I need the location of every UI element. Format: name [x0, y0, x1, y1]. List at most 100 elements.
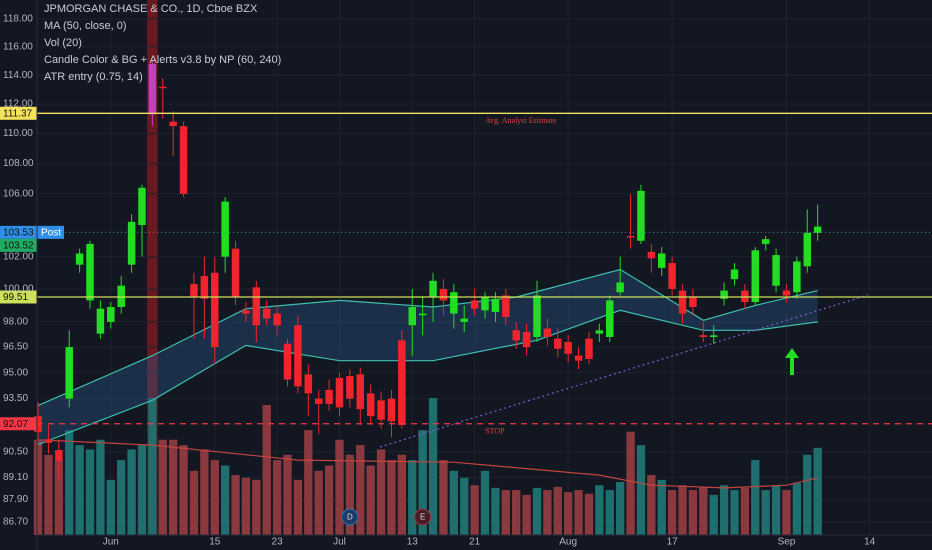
level-note: STOP	[485, 427, 505, 436]
volume-bar	[54, 460, 63, 535]
x-tick-label: 17	[667, 537, 679, 548]
volume-bar	[699, 486, 708, 535]
axis-layer: 118.00 116.00 114.00 112.00 110.00 108.00 106.…	[3, 14, 876, 548]
y-tick-label: 118.00	[3, 14, 33, 25]
y-tick-label: 114.00	[3, 70, 33, 81]
volume-bar	[532, 487, 542, 535]
volume-bar	[553, 486, 562, 535]
volume-bar	[501, 490, 510, 535]
volume-bar	[117, 460, 126, 535]
volume-bar	[522, 494, 531, 535]
candle-body	[585, 338, 593, 359]
candle-body	[335, 377, 344, 408]
volume-bar	[584, 493, 594, 535]
volume-bar	[96, 439, 105, 535]
volume-bar	[252, 479, 261, 535]
candle-body	[138, 187, 146, 225]
candle-body	[65, 347, 73, 399]
candle-body	[356, 374, 365, 410]
volume-bar	[418, 430, 427, 535]
y-tick-label: 86.70	[3, 516, 28, 527]
y-tick-label: 90.50	[3, 446, 28, 457]
volume-bar	[137, 445, 147, 535]
event-label: D	[347, 513, 353, 522]
candle-body	[314, 398, 323, 404]
volume-bar	[200, 449, 209, 535]
candle-body	[470, 300, 479, 309]
candle-body	[231, 248, 240, 298]
indicator-label: ATR entry (0.75, 14)	[44, 71, 143, 83]
volume-layer	[33, 398, 822, 535]
candle-body	[450, 292, 458, 314]
volume-bar	[220, 465, 230, 535]
candle-body	[720, 290, 728, 299]
candle-body	[491, 298, 500, 312]
volume-bar	[387, 460, 396, 535]
band-fill	[38, 269, 818, 445]
candle-body	[637, 190, 645, 241]
volume-bar	[304, 430, 313, 535]
candle-body	[813, 226, 822, 233]
highlight-band	[147, 0, 158, 535]
candle-body	[221, 201, 229, 257]
candle-body	[190, 284, 198, 298]
trend-line	[379, 294, 869, 448]
volume-bar	[169, 439, 178, 535]
candle-body	[325, 389, 333, 404]
volume-bar	[719, 485, 729, 535]
volume-bar	[667, 490, 677, 535]
y-tick-label: 112.00	[3, 99, 33, 110]
candle-body	[512, 330, 520, 341]
indicator-label: MA (50, close, 0)	[44, 20, 127, 32]
candle-body	[616, 282, 624, 293]
volume-bar	[345, 454, 355, 535]
candle-body	[55, 449, 63, 461]
volume-bar	[543, 490, 552, 535]
volume-bar	[751, 460, 760, 535]
volume-bar	[262, 404, 271, 535]
candle-body	[606, 300, 614, 337]
price-tag-label: Post	[41, 228, 61, 239]
x-tick-label: 14	[864, 537, 876, 548]
volume-bar	[574, 490, 583, 535]
candle-body	[398, 340, 406, 425]
volume-bar	[272, 460, 282, 535]
candle-body	[86, 243, 94, 301]
candle-body	[481, 297, 489, 311]
candle-body	[647, 251, 656, 259]
volume-bar	[813, 447, 822, 535]
volume-bar	[626, 431, 635, 535]
volume-bar	[605, 490, 614, 535]
volume-bar	[470, 485, 479, 535]
candle-body	[574, 355, 583, 361]
candle-body	[75, 253, 84, 265]
volume-ma-line	[37, 439, 818, 489]
volume-bar	[376, 449, 386, 535]
volume-bar	[512, 490, 521, 535]
price-tag-label: 99.51	[3, 292, 28, 303]
x-tick-label: Jul	[333, 537, 346, 548]
y-tick-label: 102.00	[3, 251, 34, 262]
volume-bar	[428, 398, 438, 535]
volume-bar	[44, 454, 53, 535]
volume-bar	[480, 470, 490, 535]
volume-bar	[314, 470, 323, 535]
volume-bar	[356, 445, 365, 535]
candle-body	[366, 393, 375, 417]
x-tick-label: Sep	[778, 537, 796, 548]
volume-bar	[127, 449, 136, 535]
candle-body	[211, 272, 219, 348]
volume-bar	[65, 430, 74, 535]
candle-body	[657, 253, 666, 268]
volume-bar	[657, 479, 666, 535]
x-tick-label: 15	[209, 537, 221, 548]
candle-layer	[34, 60, 822, 480]
volume-bar	[210, 460, 219, 535]
volume-bar	[408, 460, 417, 535]
y-tick-label: 110.00	[3, 128, 33, 139]
candle-body	[346, 376, 354, 399]
volume-bar	[231, 475, 240, 535]
price-tag-label: 111.37	[3, 108, 33, 119]
up-arrow	[785, 348, 799, 375]
price-tag	[0, 290, 37, 304]
